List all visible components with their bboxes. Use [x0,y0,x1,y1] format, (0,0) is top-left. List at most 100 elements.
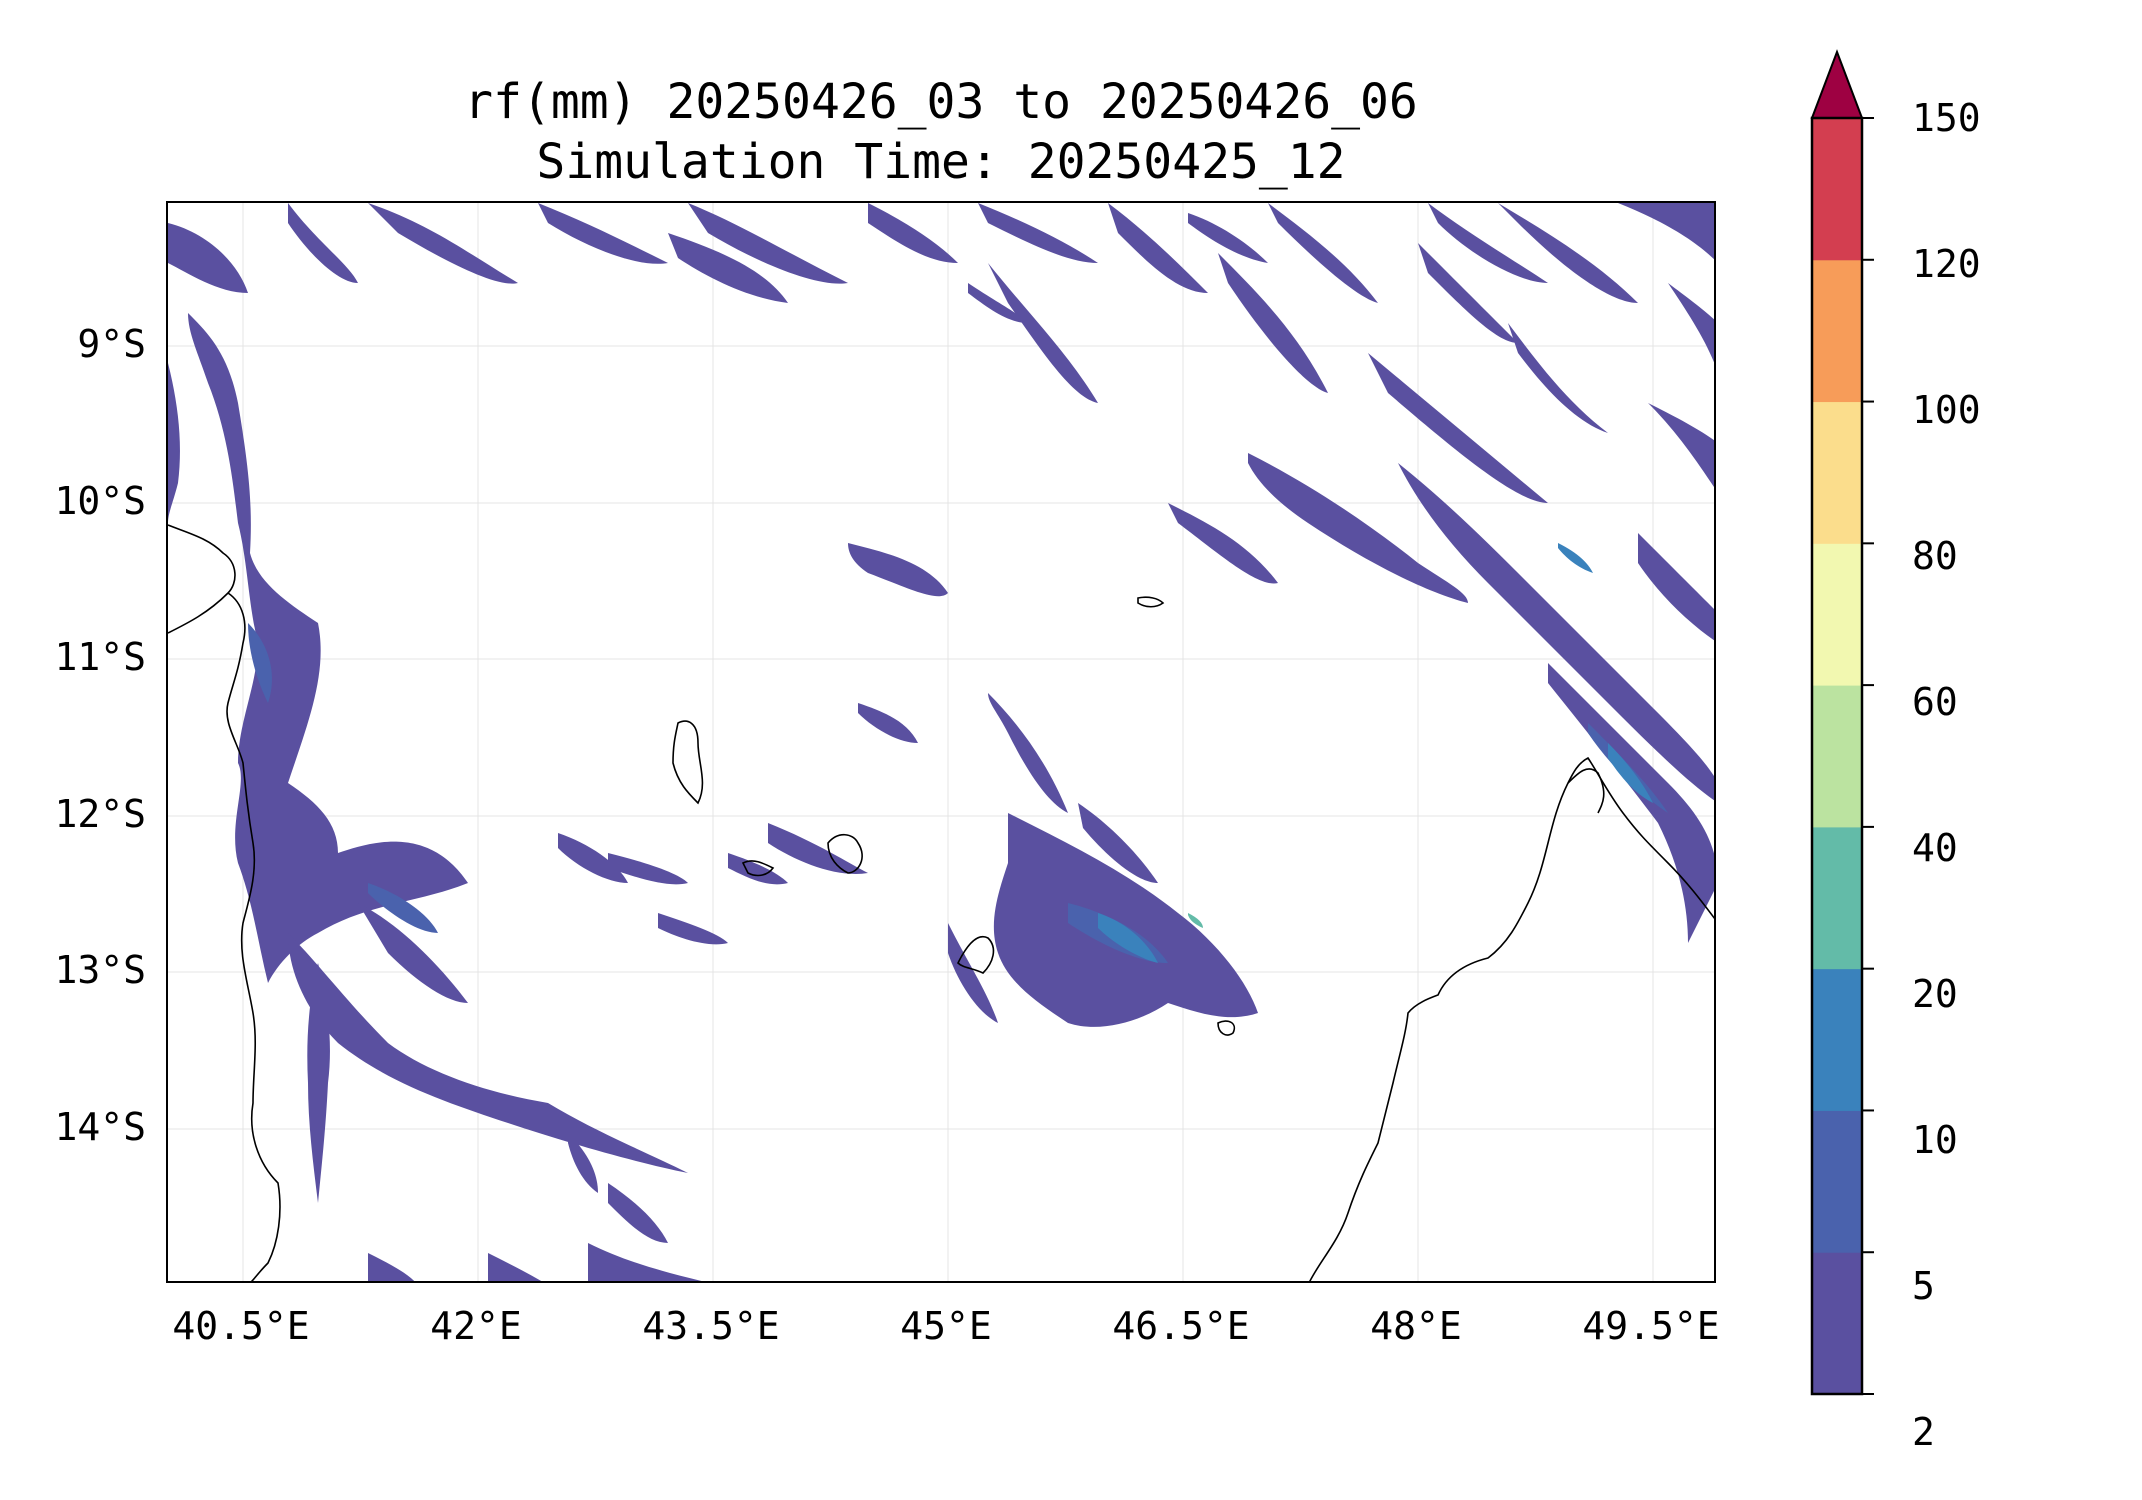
colorbar-band [1812,118,1862,261]
map-title-line-2: Simulation Time: 20250425_12 [536,134,1346,190]
colorbar-label-120: 120 [1912,242,1981,286]
rain-patch-center-8 [948,923,998,1023]
rain-patch-south-1 [568,1133,598,1193]
rain-band-west-coast [188,313,468,983]
rain-patch-top-right-3 [1668,283,1714,363]
lat-label-9s: 9°S [77,322,146,366]
rain-patch-center-5 [728,853,788,885]
rain-level2-southwest [368,883,438,933]
rain-band-south-strip [307,963,330,1203]
rain-patch-top-left-1 [168,223,248,293]
lat-label-14s: 14°S [54,1105,146,1149]
rain-patch-top-7 [1108,203,1208,293]
rain-band-northeast-6 [1508,323,1608,433]
rain-level3-south-central [1098,913,1158,963]
rain-patch-center-4 [768,823,868,874]
coastlines [168,524,1714,1281]
coastline-small-islet [1217,1020,1236,1036]
rain-patch-top-6 [978,203,1098,263]
coastline-anjouan [827,833,863,874]
rain-patch-center-7 [658,913,728,945]
lat-label-12s: 12°S [54,792,146,836]
rain-patch-center-6 [608,853,688,885]
rain-band-northeast-3 [1218,253,1328,393]
colorbar-label-80: 80 [1912,534,1958,578]
rain-patch-top-left-2 [288,203,358,283]
colorbar-label-60: 60 [1912,680,1958,724]
rain-band-east-right [1638,533,1714,641]
rain-level2-west [248,623,272,703]
rain-patch-south-5 [368,1253,415,1281]
rain-patch-south-2 [608,1183,668,1243]
rain-patch-center-3 [858,703,918,743]
coastline-moheli [741,860,775,877]
rain-band-northeast-1 [988,263,1098,403]
colorbar-label-150: 150 [1912,96,1981,140]
rain-patch-top-3 [668,233,788,303]
map-plot-area [166,201,1716,1283]
map-title-line-1: rf(mm) 20250426_03 to 20250426_06 [464,74,1418,130]
rain-patch-top-5 [868,203,958,263]
rain-band-northeast-2 [968,283,1028,323]
lon-label-49-5e: 49.5°E [1582,1304,1720,1348]
colorbar-band [1812,826,1862,970]
colorbar-label-10: 10 [1912,1118,1958,1162]
colorbar-frame [1810,116,1864,1396]
rain-level4-south-central [1188,913,1203,928]
rain-band-east-diagonal [1398,463,1714,801]
rain-patch-top-right-1 [1498,203,1638,303]
rainfall-contours-level-4 [1188,913,1203,928]
rain-band-southwest-2 [358,903,468,1003]
coastline-mayotte [957,936,995,974]
rain-cluster-south-central [993,813,1258,1027]
colorbar-band [1812,401,1862,544]
rain-band-northeast-5 [1418,243,1518,343]
colorbar-label-40: 40 [1912,826,1958,870]
colorbar-band [1812,1252,1862,1395]
rain-level3-northeast [1558,543,1593,573]
lon-label-46-5e: 46.5°E [1112,1304,1250,1348]
coastline-madagascar [1309,756,1714,1281]
rain-patch-top-2 [538,203,668,264]
rain-patch-center-west [558,833,628,883]
lat-label-13s: 13°S [54,948,146,992]
rain-patch-top-1 [368,203,518,284]
coastline-glorieuses [1137,596,1165,608]
rainfall-contours-level-3 [1098,543,1653,963]
colorbar-label-20: 20 [1912,972,1958,1016]
rain-patch-top-right-2 [1618,203,1714,260]
rain-patch-south-4 [488,1253,542,1281]
rain-band-northeast-4 [1368,353,1548,503]
colorbar-band [1812,543,1862,686]
rain-patch-top-9 [1268,203,1378,303]
rainfall-contours-level-2 [248,623,1668,963]
lat-label-10s: 10°S [54,479,146,523]
colorbar-label-5: 5 [1912,1264,1935,1308]
rain-band-east-edge [1648,403,1714,488]
colorbar-extend-triangle [1810,49,1864,119]
colorbar-band [1812,685,1862,828]
rain-level3-east [1608,743,1653,803]
colorbar [1810,49,1874,1396]
lon-label-42e: 42°E [430,1304,522,1348]
coastline-madagascar-north-tip [1567,768,1605,814]
colorbar-label-100: 100 [1912,388,1981,432]
rain-band-mid-2 [1168,503,1278,584]
rain-patch-top-8 [1188,213,1268,263]
rain-band-west-edge [168,363,180,523]
rain-patch-top-4 [688,203,848,284]
rain-patch-south-3 [588,1243,702,1281]
rain-band-mid-1 [1248,453,1468,603]
lon-label-40-5e: 40.5°E [172,1304,310,1348]
lon-label-45e: 45°E [900,1304,992,1348]
map-gridlines [168,203,1714,1281]
rainfall-contours [168,203,1714,1281]
lon-label-48e: 48°E [1370,1304,1462,1348]
coastline-mozambique-mainland [168,524,281,1281]
colorbar-band [1812,968,1862,1111]
rain-patch-south-central-2 [1078,803,1158,883]
rain-band-southwest-1 [288,933,688,1173]
lon-label-43-5e: 43.5°E [642,1304,780,1348]
coastline-grande-comore [672,720,704,805]
rain-patch-center-2 [988,693,1068,813]
